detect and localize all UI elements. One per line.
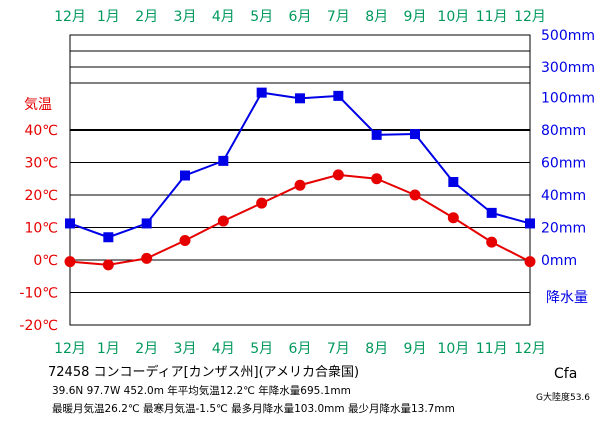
precipitation-point <box>448 177 459 187</box>
month-label: 7月 <box>327 341 350 357</box>
precipitation-point <box>256 87 267 98</box>
temperature-point <box>64 256 76 268</box>
month-label: 4月 <box>212 341 235 357</box>
temperature-point <box>179 235 191 246</box>
precipitation-line <box>69 91 531 239</box>
month-label: 8月 <box>365 341 388 357</box>
month-label: 2月 <box>135 341 158 357</box>
month-labels-bottom: 12月 1月 2月 3月 4月 5月 6月 7月 8月 9月 10月 11月 12月 <box>54 341 546 357</box>
temperature-point <box>371 173 383 185</box>
temperature-point <box>217 215 229 227</box>
temperature-tick-label: 30℃ <box>24 156 58 172</box>
precipitation-tick-label: 100mm <box>541 91 595 107</box>
temperature-point <box>256 197 268 209</box>
month-label: 10月 <box>437 341 469 357</box>
temperature-point <box>294 179 306 191</box>
month-label: 6月 <box>289 341 312 357</box>
precipitation-axis-title: 降水量 <box>546 290 588 306</box>
month-label: 10月 <box>437 9 469 25</box>
precipitation-point <box>103 232 114 243</box>
station-name: 72458 コンコーディア[カンザス州](アメリカ合衆国) <box>48 365 360 380</box>
month-label: 1月 <box>97 341 120 357</box>
precipitation-point <box>410 129 420 140</box>
month-labels-top: 12月 1月 2月 3月 4月 5月 6月 7月 8月 9月 10月 11月 12月 <box>54 9 546 25</box>
month-label: 11月 <box>476 341 508 357</box>
precipitation-tick-label: 20mm <box>541 221 586 237</box>
precipitation-point <box>333 90 344 101</box>
month-label: 8月 <box>365 9 388 25</box>
month-label: 9月 <box>404 9 427 25</box>
continentality-index: G大陸度53.6 <box>536 393 591 403</box>
month-label: 3月 <box>174 9 197 25</box>
month-label: 12月 <box>54 341 86 357</box>
precipitation-point <box>141 218 152 229</box>
temperature-point <box>102 259 114 271</box>
month-label: 9月 <box>404 341 427 357</box>
temperature-point <box>141 252 153 264</box>
precipitation-point <box>218 155 229 166</box>
precipitation-tick-label: 0mm <box>541 253 577 269</box>
month-label: 12月 <box>514 9 546 25</box>
temperature-axis: 気温 -20℃ -10℃ 0℃ 10℃ 20℃ 30℃ 40℃ <box>19 97 58 334</box>
precipitation-tick-label: 60mm <box>541 156 586 172</box>
precipitation-tick-label: 500mm <box>541 28 595 44</box>
station-stats-1: 39.6N 97.7W 452.0m 年平均気温12.2℃ 年降水量695.1m… <box>52 385 351 397</box>
month-label: 7月 <box>327 9 350 25</box>
month-label: 6月 <box>289 9 312 25</box>
month-label: 1月 <box>97 9 120 25</box>
precipitation-point <box>180 170 190 181</box>
month-label: 12月 <box>54 9 86 25</box>
month-label: 3月 <box>174 341 197 357</box>
climate-classification: Cfa <box>554 366 578 382</box>
temperature-point <box>524 256 536 268</box>
precipitation-point <box>65 218 75 229</box>
month-label: 5月 <box>250 341 273 357</box>
month-label: 5月 <box>250 9 273 25</box>
precipitation-axis: 降水量 0mm 20mm 40mm 60mm 80mm 100mm 300mm 500mm <box>541 28 595 306</box>
precipitation-point <box>525 218 535 229</box>
temperature-axis-title: 気温 <box>24 97 52 113</box>
precipitation-tick-label: 80mm <box>541 123 586 139</box>
temperature-point <box>409 189 421 201</box>
station-stats-2: 最暖月気温26.2℃ 最寒月気温-1.5℃ 最多月降水量103.0mm 最少月降… <box>52 403 455 415</box>
temperature-point <box>332 169 344 181</box>
precipitation-tick-label: 40mm <box>541 188 586 204</box>
month-label: 12月 <box>514 341 546 357</box>
month-label: 4月 <box>212 9 235 25</box>
temperature-tick-label: -10℃ <box>19 286 58 302</box>
temperature-tick-label: 0℃ <box>33 253 58 269</box>
precipitation-point <box>371 129 382 140</box>
temperature-tick-label: 40℃ <box>24 123 58 139</box>
precipitation-tick-label: 300mm <box>541 60 595 76</box>
series <box>64 87 536 271</box>
precipitation-point <box>295 93 305 104</box>
month-label: 2月 <box>135 9 158 25</box>
precipitation-point <box>486 207 497 218</box>
temperature-tick-label: -20℃ <box>19 318 58 334</box>
month-label: 11月 <box>476 9 508 25</box>
temperature-tick-label: 10℃ <box>24 221 58 237</box>
temperature-point <box>447 212 459 224</box>
temperature-tick-label: 20℃ <box>24 188 58 204</box>
temperature-point <box>486 236 498 248</box>
